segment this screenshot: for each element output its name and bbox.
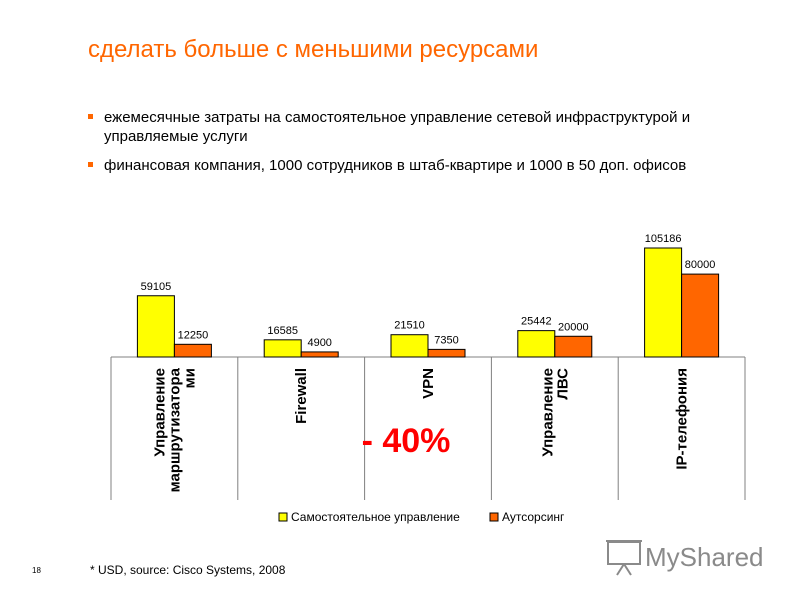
category-label: IP-телефония: [674, 368, 691, 470]
data-label: 7350: [434, 334, 458, 346]
category-label: Управление: [151, 368, 168, 457]
savings-annotation: - 40%: [362, 422, 451, 460]
legend-swatch: [278, 512, 288, 522]
category-label: VPN: [420, 368, 437, 399]
bar-self-managed: [644, 247, 683, 358]
bar-outsourcing: [427, 348, 466, 358]
bullet-square-icon: [88, 114, 93, 119]
bullet-item: ежемесячные затраты на самостоятельное у…: [88, 108, 708, 146]
watermark-logo: MyShared: [606, 540, 764, 576]
bar-self-managed: [390, 334, 429, 358]
data-label: 80000: [685, 259, 716, 271]
footnote: * USD, source: Cisco Systems, 2008: [90, 563, 286, 577]
data-label: 59105: [141, 281, 172, 293]
bullet-item: финансовая компания, 1000 сотрудников в …: [88, 156, 708, 175]
bar-outsourcing: [554, 335, 593, 358]
bullet-list: ежемесячные затраты на самостоятельное у…: [88, 108, 708, 185]
bullet-text: финансовая компания, 1000 сотрудников в …: [104, 157, 687, 174]
bar-self-managed: [263, 339, 302, 358]
data-label: 105186: [645, 233, 682, 245]
category-label: ЛВС: [554, 368, 571, 400]
bar-self-managed: [136, 295, 175, 358]
category-label: ми: [181, 368, 198, 388]
bullet-text: ежемесячные затраты на самостоятельное у…: [104, 109, 691, 145]
legend-swatch: [489, 512, 499, 522]
category-label: маршрутизатора: [166, 367, 183, 492]
bar-outsourcing: [681, 273, 720, 358]
slide-title: сделать больше с меньшими ресурсами: [88, 36, 539, 63]
category-label: Управление: [539, 368, 556, 457]
data-label: 25442: [521, 316, 552, 328]
projector-screen-icon: [606, 540, 642, 576]
data-label: 4900: [307, 337, 331, 349]
data-label: 16585: [267, 325, 298, 337]
page-number: 18: [32, 566, 41, 575]
data-label: 20000: [558, 321, 589, 333]
bar-self-managed: [517, 330, 556, 358]
bullet-square-icon: [88, 162, 93, 167]
bar-outsourcing: [300, 351, 339, 358]
legend-label: Самостоятельное управление: [291, 510, 460, 524]
watermark-text: MyShared: [645, 542, 764, 572]
data-label: 21510: [394, 320, 425, 332]
data-label: 12250: [178, 329, 209, 341]
legend-label: Аутсорсинг: [502, 510, 565, 524]
category-label: Firewall: [293, 368, 310, 424]
bar-outsourcing: [173, 343, 212, 358]
